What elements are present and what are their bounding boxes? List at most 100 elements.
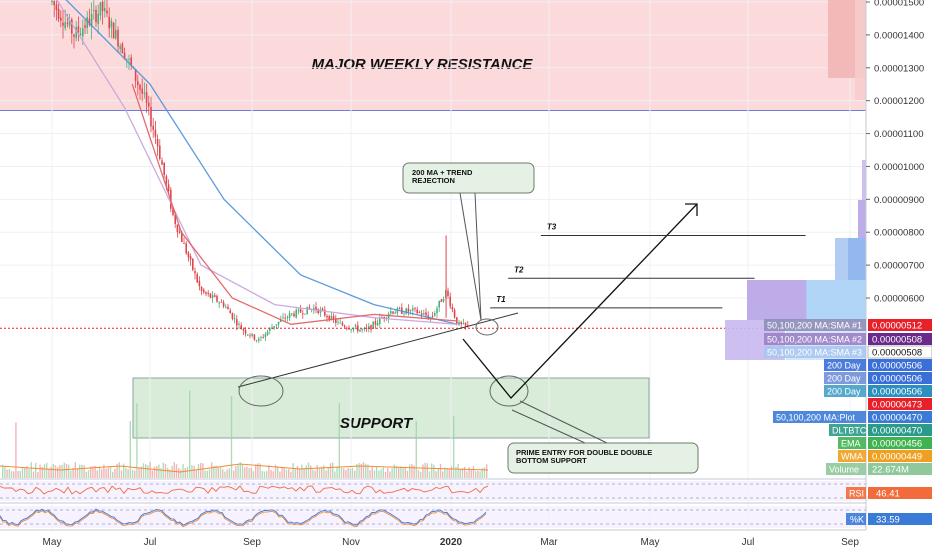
volume-bar — [32, 471, 35, 478]
candle-body — [258, 338, 260, 341]
candle-body — [242, 328, 245, 331]
candle-body — [198, 281, 201, 287]
candle-body — [447, 290, 449, 297]
candle-body — [141, 88, 143, 94]
candle-body — [104, 8, 106, 12]
volume-bar — [178, 468, 180, 478]
price-label-value: 0.00000506 — [872, 374, 922, 385]
candle-body — [264, 334, 267, 338]
volume-bar — [325, 470, 327, 478]
candle-body — [341, 322, 344, 326]
volume-bar — [406, 470, 409, 478]
volume-bar — [4, 466, 6, 478]
price-tick-label: 0.00000900 — [874, 195, 924, 206]
volume-bar — [266, 470, 268, 478]
candle-body — [332, 316, 335, 319]
volume-bar — [74, 462, 76, 478]
volume-profile-bar — [747, 280, 807, 320]
volume-bar — [142, 463, 145, 478]
candle-body — [458, 321, 460, 325]
price-label-value: 0.00000470 — [872, 426, 922, 437]
candle-body — [211, 295, 214, 298]
volume-bar — [450, 466, 453, 478]
price-label-value-box — [867, 345, 932, 359]
volume-bar — [358, 463, 360, 478]
candle-body — [99, 2, 102, 16]
candle-body — [106, 10, 108, 14]
volume-bar — [13, 471, 15, 478]
volume-profile-bar — [848, 238, 866, 280]
callout-pointer — [519, 400, 608, 444]
price-label-value-box — [868, 319, 932, 331]
price-label-tag-text: 50,100,200 MA:Plot — [776, 413, 856, 423]
volume-bar — [431, 463, 433, 478]
volume-bar — [92, 466, 94, 478]
callout-pointer — [459, 192, 482, 321]
candle-body — [53, 1, 55, 6]
entry-ellipse — [489, 375, 529, 407]
price-label-value: 0.00000470 — [872, 413, 922, 424]
candle-body — [88, 18, 91, 25]
volume-bar — [402, 467, 404, 478]
volume-bar — [400, 466, 402, 478]
stoch-value: 33.59 — [876, 515, 900, 526]
candle-body — [370, 325, 372, 330]
volume-bar — [239, 462, 241, 478]
candle-body — [163, 162, 165, 176]
volume-bar — [37, 471, 39, 478]
volume-bar — [351, 467, 354, 478]
volume-bar — [314, 470, 316, 478]
price-label-value: 0.00000473 — [872, 400, 922, 411]
volume-bar — [160, 468, 162, 478]
candle-body — [121, 44, 124, 54]
volume-bar — [345, 469, 347, 478]
volume-bar — [255, 464, 257, 478]
volume-bar — [343, 468, 345, 478]
candle-body — [225, 306, 227, 308]
candle-body — [460, 322, 462, 325]
volume-bar — [90, 466, 92, 478]
volume-bar — [204, 470, 206, 478]
volume-bar — [373, 470, 376, 478]
candle-body — [139, 84, 141, 90]
volume-bar — [19, 471, 21, 478]
candle-body — [238, 324, 240, 325]
volume-bar — [252, 471, 255, 478]
candle-body — [462, 323, 465, 325]
rsi-tag-text: RSI — [849, 489, 864, 499]
price-label-tag-text: 50,100,200 MA:SMA #3 — [767, 348, 862, 358]
target-label-t2: T2 — [514, 265, 524, 274]
time-tick-label: Jul — [144, 537, 157, 548]
volume-bar — [105, 468, 107, 478]
candle-body — [438, 300, 440, 308]
candle-body — [346, 327, 348, 329]
candle-body — [398, 307, 401, 309]
volume-bar — [140, 466, 142, 478]
time-tick-label: 2020 — [440, 537, 463, 548]
double-bottom-ellipse — [238, 375, 284, 407]
volume-bar — [362, 462, 365, 478]
volume-bar — [158, 464, 160, 478]
candle-body — [363, 328, 366, 330]
candle-body — [313, 307, 315, 311]
candle-body — [379, 317, 381, 325]
candle-body — [194, 271, 196, 274]
volume-bar — [477, 471, 479, 478]
volume-bar — [30, 462, 32, 478]
volume-bar — [378, 470, 380, 478]
candle-body — [214, 295, 216, 297]
volume-bar — [283, 467, 285, 478]
candle-body — [62, 22, 64, 26]
price-label-value: 22.674M — [872, 465, 909, 476]
volume-bar — [109, 466, 112, 478]
candle-body — [145, 92, 148, 103]
volume-bar — [39, 464, 41, 478]
candle-body — [431, 316, 434, 317]
volume-bar — [120, 470, 123, 478]
candle-body — [75, 27, 77, 39]
price-tick-label: 0.00001100 — [874, 129, 924, 140]
time-tick-label: Nov — [342, 537, 360, 548]
candle-body — [101, 1, 104, 12]
